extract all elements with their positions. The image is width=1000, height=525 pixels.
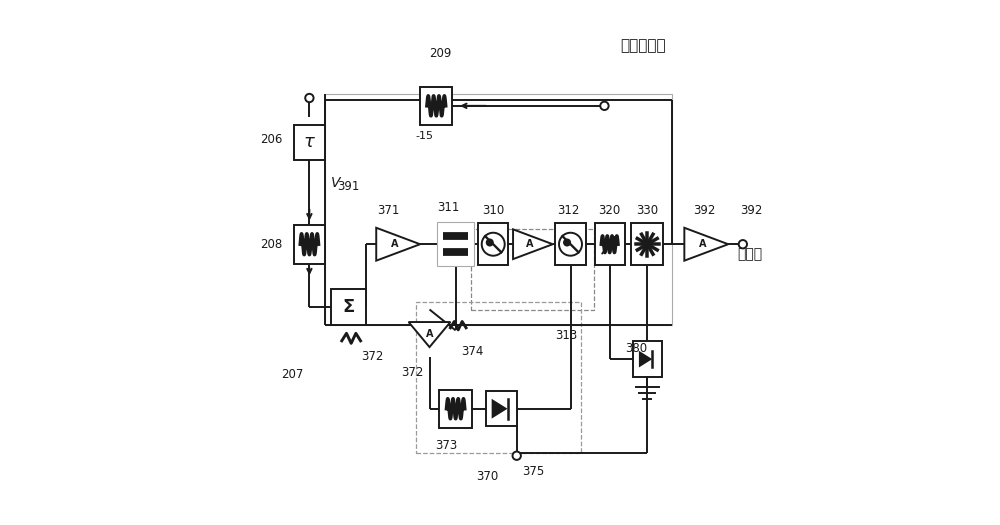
Circle shape <box>563 238 571 247</box>
Text: A: A <box>426 329 433 339</box>
Text: 372: 372 <box>362 350 384 363</box>
Bar <box>439 390 472 427</box>
Text: 374: 374 <box>461 345 483 358</box>
Text: τ: τ <box>304 133 315 151</box>
Text: -15: -15 <box>415 131 433 141</box>
Bar <box>478 223 508 265</box>
Text: 主功放取样: 主功放取样 <box>620 38 666 53</box>
Text: V: V <box>331 175 341 190</box>
Text: 371: 371 <box>377 204 400 217</box>
Text: 207: 207 <box>281 368 303 381</box>
Text: Σ: Σ <box>342 298 355 316</box>
Bar <box>633 341 662 377</box>
Circle shape <box>739 240 747 248</box>
Bar <box>437 222 474 266</box>
Bar <box>325 94 672 324</box>
Bar <box>416 302 581 453</box>
Text: 380: 380 <box>625 342 647 355</box>
Circle shape <box>486 238 494 247</box>
Text: 误差路: 误差路 <box>738 248 763 261</box>
Circle shape <box>305 94 314 102</box>
Bar <box>294 225 325 264</box>
Text: 320: 320 <box>598 204 620 217</box>
Text: 310: 310 <box>482 204 504 217</box>
Polygon shape <box>639 351 652 368</box>
Polygon shape <box>492 399 508 418</box>
Polygon shape <box>684 228 728 261</box>
Text: 311: 311 <box>437 201 460 214</box>
Bar <box>294 124 325 160</box>
Text: 206: 206 <box>260 133 282 146</box>
Bar <box>555 223 586 265</box>
Bar <box>471 228 594 310</box>
Text: 392: 392 <box>693 204 716 217</box>
Text: 392: 392 <box>740 204 763 217</box>
Text: 313: 313 <box>555 329 577 342</box>
Circle shape <box>559 233 582 256</box>
Bar <box>331 289 366 324</box>
Bar <box>631 223 663 265</box>
Text: 330: 330 <box>636 204 658 217</box>
Polygon shape <box>513 229 553 259</box>
Text: 391: 391 <box>337 180 359 193</box>
Text: A: A <box>699 239 707 249</box>
Text: 209: 209 <box>430 47 452 60</box>
Text: 375: 375 <box>522 465 544 478</box>
Circle shape <box>600 102 609 110</box>
Text: 208: 208 <box>260 238 282 251</box>
Circle shape <box>482 233 505 256</box>
Bar <box>486 391 517 426</box>
Text: 312: 312 <box>557 204 580 217</box>
Text: 370: 370 <box>477 470 499 483</box>
Text: A: A <box>526 239 534 249</box>
Polygon shape <box>376 228 420 261</box>
Polygon shape <box>409 322 450 347</box>
Bar <box>420 87 452 124</box>
Text: 372: 372 <box>401 366 423 379</box>
Circle shape <box>513 452 521 460</box>
Bar <box>595 223 625 265</box>
Text: A: A <box>391 239 399 249</box>
Text: 373: 373 <box>435 439 457 452</box>
